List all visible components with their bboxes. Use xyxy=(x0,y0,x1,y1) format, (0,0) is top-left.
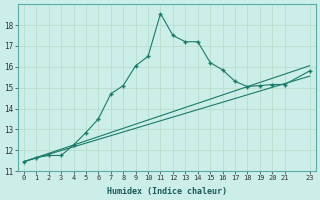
X-axis label: Humidex (Indice chaleur): Humidex (Indice chaleur) xyxy=(107,187,227,196)
